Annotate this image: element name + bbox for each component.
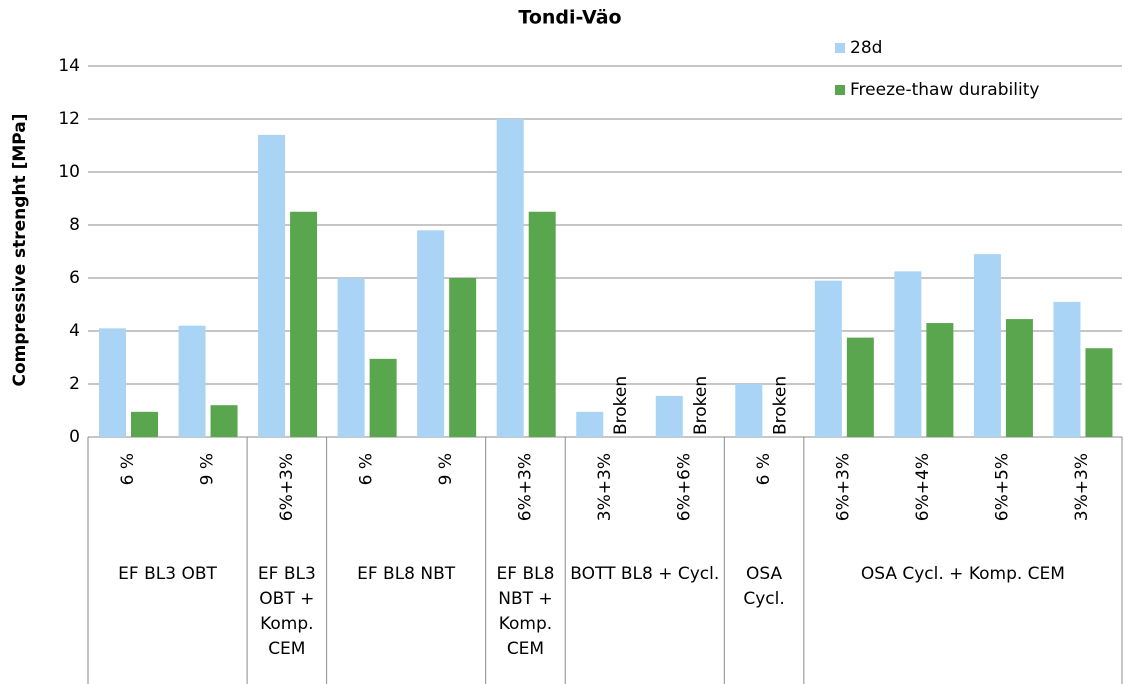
value-label: Broken (611, 376, 631, 435)
bar (258, 134, 286, 437)
legend-swatch (835, 43, 845, 53)
legend-label: 28d (850, 38, 882, 58)
bar (290, 211, 318, 437)
y-tick-label: 4 (69, 321, 80, 341)
x-tick-label: 9 % (197, 453, 217, 485)
x-tick-label: 6 % (118, 453, 138, 485)
x-tick-label: 6%+3% (834, 453, 854, 521)
bar (210, 405, 238, 437)
bar (1005, 319, 1033, 437)
bar (449, 278, 477, 437)
bar (99, 328, 126, 437)
x-tick-label: 6 % (754, 453, 774, 485)
legend-label: Freeze-thaw durability (850, 80, 1039, 100)
legend-swatch (835, 85, 845, 95)
bar (131, 411, 158, 437)
group-label: EF BL3 OBT + Komp. CEM (257, 564, 316, 659)
bar (417, 230, 445, 437)
bar (846, 337, 874, 437)
bar (576, 411, 604, 437)
group-label: EF BL8 NBT + Komp. CEM (496, 564, 555, 659)
x-tick-label: 6%+3% (277, 453, 297, 521)
group-label: OSA Cycl. + Komp. CEM (860, 564, 1065, 584)
y-tick-label: 6 (69, 268, 80, 288)
chart-title: Tondi-Väo (518, 7, 621, 29)
bar (496, 119, 524, 437)
y-axis-label: Compressive strenght [MPa] (10, 113, 30, 386)
bar (1085, 348, 1113, 437)
y-tick-label: 2 (69, 374, 80, 394)
bar (1053, 301, 1081, 437)
bar (926, 323, 954, 437)
x-tick-label: 6%+6% (675, 453, 695, 521)
y-tick-label: 0 (69, 427, 80, 447)
group-label: OSA Cycl. (743, 564, 785, 609)
x-tick-label: 3%+3% (595, 453, 615, 521)
bar (655, 395, 683, 437)
bar (735, 384, 763, 437)
bar (178, 325, 206, 437)
bar (814, 280, 842, 437)
bar (337, 278, 365, 437)
x-tick-label: 6%+3% (515, 453, 535, 521)
value-label: Broken (770, 376, 790, 435)
y-tick-label: 12 (58, 109, 80, 129)
x-tick-label: 6 % (356, 453, 376, 485)
bar (369, 358, 397, 437)
value-label: Broken (691, 376, 711, 435)
y-tick-label: 8 (69, 215, 80, 235)
x-tick-label: 6%+5% (993, 453, 1013, 521)
y-tick-label: 10 (58, 162, 80, 182)
x-tick-label: 3%+3% (1072, 453, 1092, 521)
group-label: EF BL8 NBT (357, 564, 456, 584)
bar (894, 271, 922, 437)
x-tick-label: 6%+4% (913, 453, 933, 521)
bar (973, 254, 1001, 437)
y-tick-label: 14 (58, 56, 80, 76)
bar (528, 211, 556, 437)
x-tick-label: 9 % (436, 453, 456, 485)
group-label: BOTT BL8 + Cycl. (570, 564, 720, 584)
group-label: EF BL3 OBT (118, 564, 217, 584)
